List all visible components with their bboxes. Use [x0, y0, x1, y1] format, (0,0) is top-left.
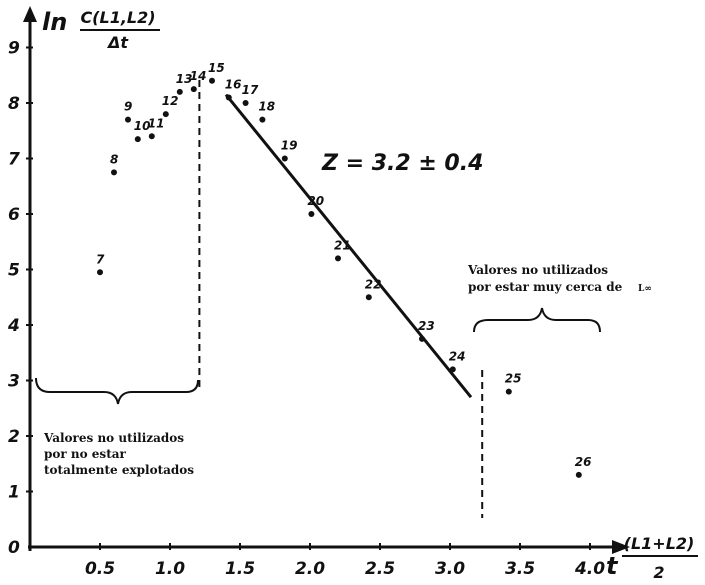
data-point — [308, 211, 315, 217]
data-point — [176, 88, 183, 95]
right-brace — [473, 307, 601, 333]
y-tick-label: 5 — [8, 261, 20, 281]
x-axis-label-numerator: (L1+L2) — [624, 534, 695, 553]
data-point-label: 16 — [225, 77, 242, 91]
data-point — [281, 155, 288, 162]
data-point-label: 21 — [334, 238, 351, 252]
annotation-right-line-1: Valores no utilizados — [467, 263, 608, 277]
data-point-label: 17 — [242, 83, 259, 97]
annotation-left-line-2: por no estar — [44, 447, 127, 461]
data-point-label: 11 — [148, 116, 165, 130]
data-point — [134, 136, 141, 143]
braces — [35, 80, 601, 518]
data-point — [259, 116, 266, 123]
data-point-label: 15 — [208, 61, 225, 75]
x-axis-label-denominator: 2 — [653, 563, 664, 582]
fit-line — [224, 93, 473, 399]
annotation-right-symbol: L∞ — [638, 284, 652, 294]
data-point-label: 7 — [96, 252, 105, 266]
data-point-label: 25 — [505, 372, 522, 386]
x-tick-label: 0.5 — [85, 559, 115, 579]
y-tick-label: 9 — [8, 39, 20, 59]
fit-equation: Z = 3.2 ± 0.4 — [321, 151, 483, 176]
data-point — [125, 116, 131, 123]
annotation-left-line-1: Valores no utilizados — [43, 431, 184, 445]
y-tick-label: 4 — [7, 316, 20, 336]
data-point-label: 9 — [124, 100, 132, 114]
data-point-label: 14 — [190, 69, 207, 83]
data-point-label: 10 — [134, 119, 151, 133]
y-tick-label: 0 — [8, 538, 20, 558]
data-point — [335, 255, 341, 262]
data-point-label: 8 — [110, 152, 118, 166]
y-axis-label-denominator: Δt — [106, 33, 129, 52]
x-tick-label: 2.0 — [295, 559, 325, 579]
x-tick-labels: 0.5 1.0 1.5 2.0 2.5 3.0 3.5 4.0 — [85, 543, 605, 579]
y-tick-label: 6 — [8, 205, 20, 225]
y-tick-label: 2 — [8, 427, 20, 447]
data-point — [190, 86, 197, 93]
data-point — [162, 111, 169, 118]
x-tick-label: 1.0 — [155, 559, 185, 579]
data-point-label: 13 — [176, 72, 193, 86]
y-tick-label: 7 — [8, 150, 20, 170]
data-point-label: 26 — [575, 455, 592, 469]
data-point — [449, 366, 456, 373]
y-tick-label: 1 — [8, 483, 20, 503]
y-axis-label-numerator: C(L1,L2) — [80, 8, 155, 27]
x-tick-label: 2.5 — [365, 559, 395, 579]
data-point — [111, 169, 117, 176]
data-point — [242, 100, 249, 106]
y-tick-label: 8 — [8, 94, 20, 114]
data-point — [505, 388, 512, 395]
data-point-label: 19 — [281, 139, 298, 153]
annotation-left-line-3: totalmente explotados — [44, 463, 194, 477]
data-point-label: 24 — [449, 349, 466, 363]
y-tick-label: 3 — [8, 372, 20, 392]
data-point-label: 20 — [307, 194, 324, 208]
data-point — [225, 94, 232, 101]
data-point — [365, 294, 372, 301]
data-point — [209, 77, 215, 84]
y-axis-label-prefix: ln — [42, 8, 67, 36]
x-tick-label: 3.0 — [435, 559, 465, 579]
y-tick-labels: 0 1 2 3 4 5 6 7 8 9 — [7, 39, 33, 558]
data-point — [575, 471, 582, 478]
data-point — [148, 133, 155, 140]
y-axis-arrow — [23, 6, 37, 22]
fit-line-group — [224, 93, 473, 399]
data-point — [97, 269, 103, 276]
x-axis-label-prefix: t — [606, 552, 619, 580]
annotation-right-line-2: por estar muy cerca de — [468, 280, 623, 294]
data-point-label: 12 — [162, 94, 179, 108]
data-point — [419, 335, 425, 342]
x-tick-label: 1.5 — [225, 559, 255, 579]
data-point-label: 23 — [418, 319, 435, 333]
x-tick-label: 3.5 — [505, 559, 535, 579]
data-point-label: 22 — [365, 277, 382, 291]
x-tick-label: 4.0 — [574, 559, 605, 579]
left-brace — [35, 377, 199, 405]
data-point-label: 18 — [258, 100, 275, 114]
x-axis-arrow — [612, 540, 630, 554]
